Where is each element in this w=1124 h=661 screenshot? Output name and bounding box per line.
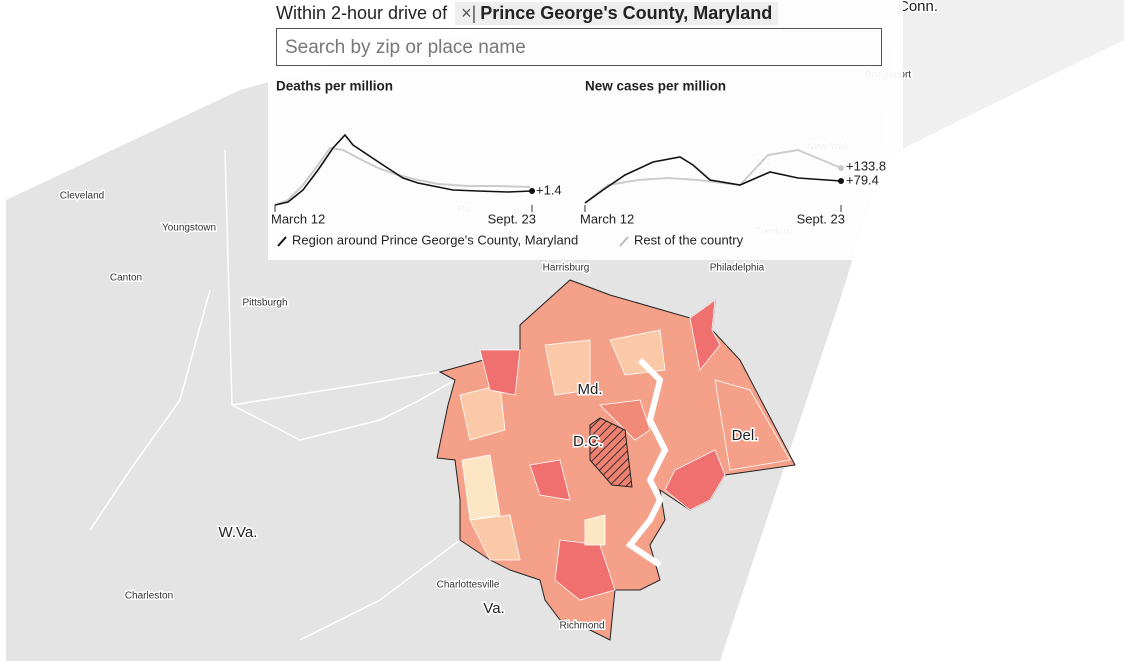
charts: Deaths per million New cases per million… — [271, 79, 886, 248]
region-line — [274, 133, 533, 206]
end-label: +79.4 — [846, 172, 879, 187]
map-label: Va. — [483, 600, 504, 617]
state-borders — [89, 149, 461, 641]
x-label: March 12 — [580, 211, 634, 226]
map-label: Canton — [110, 273, 142, 284]
legend-label: Rest of the country — [634, 232, 744, 247]
map-label: Youngstown — [162, 223, 216, 234]
end-dot — [838, 178, 844, 184]
map-label: Harrisburg — [543, 263, 590, 274]
prefix: Within 2-hour drive of — [276, 3, 448, 23]
country-line — [274, 146, 531, 206]
region-line — [584, 156, 842, 204]
map-label: D.C. — [573, 433, 603, 450]
panel: Within 2-hour drive of ×| Prince George's… — [268, 0, 903, 260]
selected-county[interactable] — [589, 417, 633, 488]
header: Within 2-hour drive of ×| Prince George's… — [276, 2, 779, 25]
map-label: Philadelphia — [710, 263, 765, 274]
end-dot — [838, 165, 844, 171]
x-label: Sept. 23 — [797, 211, 845, 226]
end-label: +133.8 — [846, 158, 886, 173]
land — [880, 0, 1124, 160]
end-dot — [529, 188, 535, 194]
bay — [625, 357, 669, 568]
map-label: Cleveland — [60, 191, 104, 202]
chart-title: Deaths per million — [276, 79, 393, 94]
legend-swatch — [619, 236, 629, 247]
legend-label: Region around Prince George's County, Ma… — [292, 232, 578, 247]
legend-swatch — [277, 236, 287, 247]
chart-title: New cases per million — [585, 79, 726, 94]
map-label: Md. — [577, 381, 602, 398]
country-line — [584, 148, 842, 204]
x-label: Sept. 23 — [488, 211, 536, 226]
end-label: +1.4 — [536, 182, 562, 197]
place-chip[interactable]: ×| Prince George's County, Maryland — [455, 2, 779, 25]
search-box[interactable]: Search by zip or place name — [276, 28, 882, 66]
x-label: March 12 — [271, 211, 325, 226]
map-label: Charleston — [125, 591, 173, 602]
map-label: Pittsburgh — [242, 298, 287, 309]
map-label: Conn. — [898, 0, 938, 15]
chip-label: Prince George's County, Maryland — [480, 3, 773, 23]
map-label: W.Va. — [219, 524, 258, 541]
map-label: Charlottesville — [437, 580, 500, 591]
map-label: Del. — [732, 427, 759, 444]
counties — [459, 299, 791, 601]
map-label: Richmond — [559, 621, 604, 632]
